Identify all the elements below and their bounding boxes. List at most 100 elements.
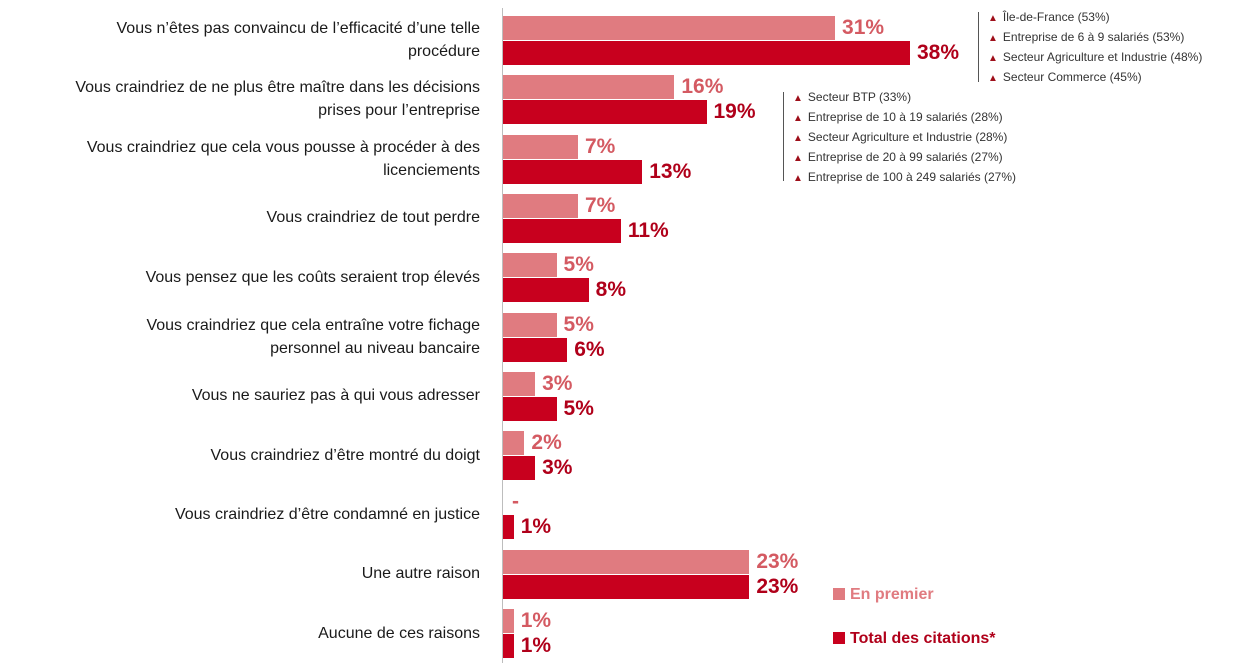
category-label-line: Vous craindriez d’être montré du doigt: [210, 446, 480, 464]
up-triangle-icon: ▲: [988, 73, 998, 84]
data-label-total-des-citations: 38%: [917, 41, 960, 64]
legend-label-en-premier: En premier: [850, 586, 934, 603]
category-label: Vous n’êtes pas convaincu de l’efficacit…: [10, 11, 481, 69]
annotation-text: Entreprise de 20 à 99 salariés (27%): [807, 150, 1003, 164]
data-label-en-premier: -: [512, 490, 519, 514]
up-triangle-icon: ▲: [988, 33, 998, 44]
data-label-en-premier: 2%: [531, 431, 562, 455]
up-triangle-icon: ▲: [988, 13, 998, 24]
bar-total-des-citations: [503, 218, 621, 243]
category-label-line: Vous craindriez que cela vous pousse à p…: [86, 138, 480, 156]
legend-label-total-des-citations: Total des citations*: [850, 630, 996, 647]
annotation-line: ▲ Entreprise de 100 à 249 salariés (27%): [793, 168, 1016, 188]
bar-en-premier: [503, 193, 578, 218]
bar-en-premier: [503, 609, 514, 633]
category-label: Vous craindriez d’être condamné en justi…: [10, 485, 480, 543]
data-label-total-des-citations: 11%: [627, 218, 669, 242]
annotation-text: Entreprise de 10 à 19 salariés (28%): [807, 110, 1003, 124]
bar-total-des-citations: [503, 41, 910, 65]
annotation-list: ▲ Secteur BTP (33%) ▲ Entreprise de 10 à 19…: [783, 88, 1016, 188]
annotation-line: ▲ Secteur Agriculture et Industrie (48%): [988, 48, 1202, 68]
category-label-line: Vous craindriez de tout perdre: [266, 209, 480, 227]
category-label: Vous craindriez que cela entraîne votre …: [10, 308, 480, 366]
category-label-line: Vous pensez que les coûts seraient trop …: [145, 268, 480, 286]
category-label-line: prises pour l’entreprise: [318, 102, 480, 120]
annotation-line: ▲ Entreprise de 20 à 99 salariés (27%): [793, 148, 1016, 168]
bar-en-premier: [503, 16, 836, 40]
annotation-text: Île-de-France (53%): [1002, 10, 1110, 24]
category-label: Vous pensez que les coûts seraient trop …: [10, 248, 480, 306]
legend-swatch-total-des-citations: [833, 632, 845, 644]
bar-total-des-citations: [503, 634, 514, 658]
annotation-line: ▲ Entreprise de 6 à 9 salariés (53%): [988, 28, 1202, 48]
annotation-text: Entreprise de 100 à 249 salariés (27%): [807, 170, 1017, 184]
data-label-en-premier: 1%: [520, 609, 552, 632]
up-triangle-icon: ▲: [793, 113, 803, 124]
category-axis-line: [502, 8, 503, 663]
data-label-en-premier: 16%: [681, 75, 724, 99]
data-label-en-premier: 7%: [584, 193, 616, 217]
annotation-text: Entreprise de 6 à 9 salariés (53%): [1002, 30, 1185, 44]
annotation-line: ▲ Secteur BTP (33%): [793, 88, 1016, 108]
bar-total-des-citations: [503, 100, 707, 125]
up-triangle-icon: ▲: [793, 153, 803, 164]
category-label-line: licenciements: [383, 161, 480, 179]
category-label-line: Vous craindriez d’être condamné en justi…: [174, 505, 480, 523]
category-label: Une autre raison: [10, 545, 480, 603]
annotation-text: Secteur BTP (33%): [807, 90, 912, 104]
up-triangle-icon: ▲: [793, 173, 803, 184]
category-label-line: Aucune de ces raisons: [318, 624, 480, 642]
bar-en-premier: [503, 431, 525, 456]
data-label-total-des-citations: 19%: [713, 100, 756, 124]
data-label-en-premier: 23%: [756, 549, 799, 573]
category-label: Vous craindriez d’être montré du doigt: [10, 426, 480, 484]
up-triangle-icon: ▲: [793, 93, 803, 104]
category-label-line: Une autre raison: [361, 565, 480, 583]
bar-en-premier: [503, 371, 536, 396]
bar-total-des-citations: [503, 396, 557, 421]
up-triangle-icon: ▲: [793, 133, 803, 144]
data-label-total-des-citations: 1%: [520, 515, 552, 539]
bar-total-des-citations: [503, 278, 589, 303]
annotation-text: Secteur Agriculture et Industrie (28%): [807, 130, 1008, 144]
data-label-total-des-citations: 3%: [542, 456, 573, 480]
bar-total-des-citations: [503, 515, 514, 540]
category-label: Vous craindriez de ne plus être maître d…: [10, 70, 480, 128]
annotation-line: ▲ Secteur Agriculture et Industrie (28%): [793, 128, 1016, 148]
data-label-en-premier: 5%: [563, 253, 594, 277]
category-label: Aucune de ces raisons: [10, 604, 480, 662]
annotation-bracket: [783, 92, 784, 181]
annotation-line: ▲ Île-de-France (53%): [988, 8, 1202, 28]
data-label-en-premier: 3%: [542, 371, 573, 395]
data-label-total-des-citations: 8%: [595, 278, 627, 302]
data-label-total-des-citations: 6%: [574, 337, 605, 361]
bar-en-premier: [503, 312, 557, 337]
up-triangle-icon: ▲: [988, 53, 998, 64]
category-label: Vous craindriez que cela vous pousse à p…: [10, 130, 480, 188]
bar-en-premier: [503, 253, 557, 278]
annotation-line: ▲ Entreprise de 10 à 19 salariés (28%): [793, 108, 1016, 128]
data-label-total-des-citations: 13%: [649, 159, 692, 183]
category-label-line: Vous n’êtes pas convaincu de l’efficacit…: [116, 20, 481, 37]
data-label-total-des-citations: 1%: [520, 634, 552, 657]
data-label-total-des-citations: 5%: [563, 396, 594, 420]
bar-total-des-citations: [503, 574, 750, 599]
annotation-text: Secteur Agriculture et Industrie (48%): [1002, 50, 1203, 64]
annotation-list: ▲ Île-de-France (53%) ▲ Entreprise de 6 à 9…: [978, 8, 1202, 88]
bar-total-des-citations: [503, 337, 568, 362]
data-label-en-premier: 5%: [563, 312, 594, 336]
data-label-total-des-citations: 23%: [756, 574, 799, 598]
category-label-line: procédure: [407, 43, 480, 60]
legend-item-en-premier: En premier: [833, 586, 934, 604]
legend-swatch-en-premier: [833, 588, 845, 600]
data-label-en-premier: 7%: [584, 134, 616, 158]
annotation-bracket: [978, 12, 979, 82]
data-label-en-premier: 31%: [842, 16, 885, 39]
bar-en-premier: [503, 134, 578, 159]
bar-en-premier: [503, 75, 675, 100]
category-label: Vous ne sauriez pas à qui vous adresser: [10, 367, 480, 425]
category-label-line: Vous craindriez que cela entraîne votre …: [146, 316, 480, 334]
annotation-text: Secteur Commerce (45%): [1002, 70, 1142, 84]
bar-total-des-citations: [503, 159, 643, 184]
